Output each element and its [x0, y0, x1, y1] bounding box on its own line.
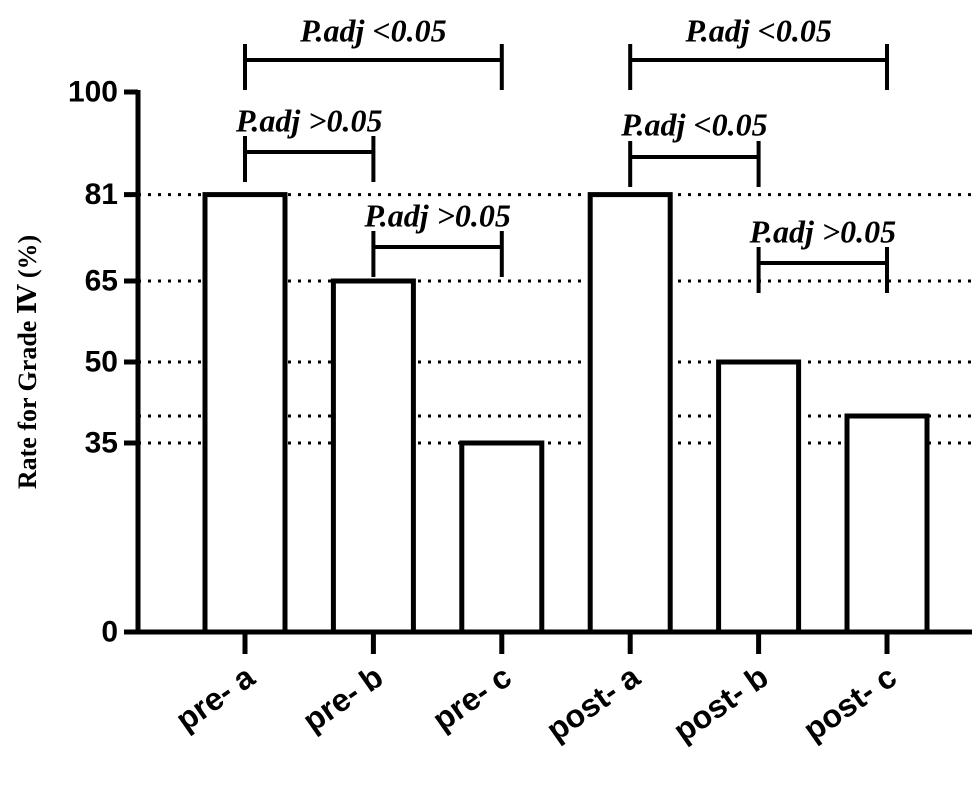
comparison-label-4: P.adj <0.05	[620, 106, 768, 142]
bar-0	[202, 192, 288, 635]
x-tick-label-0: pre- a	[169, 658, 261, 738]
bar-4	[716, 359, 802, 635]
comparison-brackets: P.adj <0.05 P.adj >0.05 P.adj >0.05 P.adj <…	[235, 12, 896, 293]
comparison-label-2: P.adj >0.05	[363, 197, 511, 233]
comparison-4: P.adj <0.05	[620, 106, 768, 187]
bars	[202, 192, 930, 635]
bar-1	[330, 278, 416, 635]
x-tick-label-5: post- c	[796, 658, 903, 748]
comparison-1: P.adj >0.05	[235, 102, 383, 182]
x-ticks: pre- a pre- b pre- c post- a post- b post- c	[169, 632, 903, 749]
y-tick-label-2: 50	[85, 346, 118, 379]
y-ticks: 0 35 50 65 81 100	[68, 76, 138, 649]
comparison-label-1: P.adj >0.05	[235, 102, 383, 138]
bar-2	[459, 440, 545, 635]
comparison-0: P.adj <0.05	[243, 12, 504, 90]
bar-5	[844, 413, 930, 635]
y-tick-label-0: 0	[101, 616, 118, 649]
x-tick-label-3: post- a	[540, 658, 647, 748]
comparison-label-3: P.adj <0.05	[684, 12, 832, 48]
y-tick-label-3: 65	[85, 265, 118, 298]
y-tick-label-1: 35	[85, 427, 118, 460]
y-tick-label-5: 100	[68, 76, 118, 109]
comparison-3: P.adj <0.05	[628, 12, 889, 90]
comparison-2: P.adj >0.05	[363, 197, 511, 277]
x-tick-label-1: pre- b	[296, 658, 389, 738]
comparison-5: P.adj >0.05	[749, 213, 897, 293]
x-tick-label-4: post- b	[667, 658, 775, 749]
comparison-label-5: P.adj >0.05	[749, 213, 897, 249]
bar-3	[587, 192, 673, 635]
x-tick-label-2: pre- c	[426, 658, 518, 737]
comparison-label-0: P.adj <0.05	[299, 12, 447, 48]
y-tick-label-4: 81	[85, 178, 118, 211]
y-axis-label: Rate for Grade Ⅳ (%)	[13, 235, 42, 489]
